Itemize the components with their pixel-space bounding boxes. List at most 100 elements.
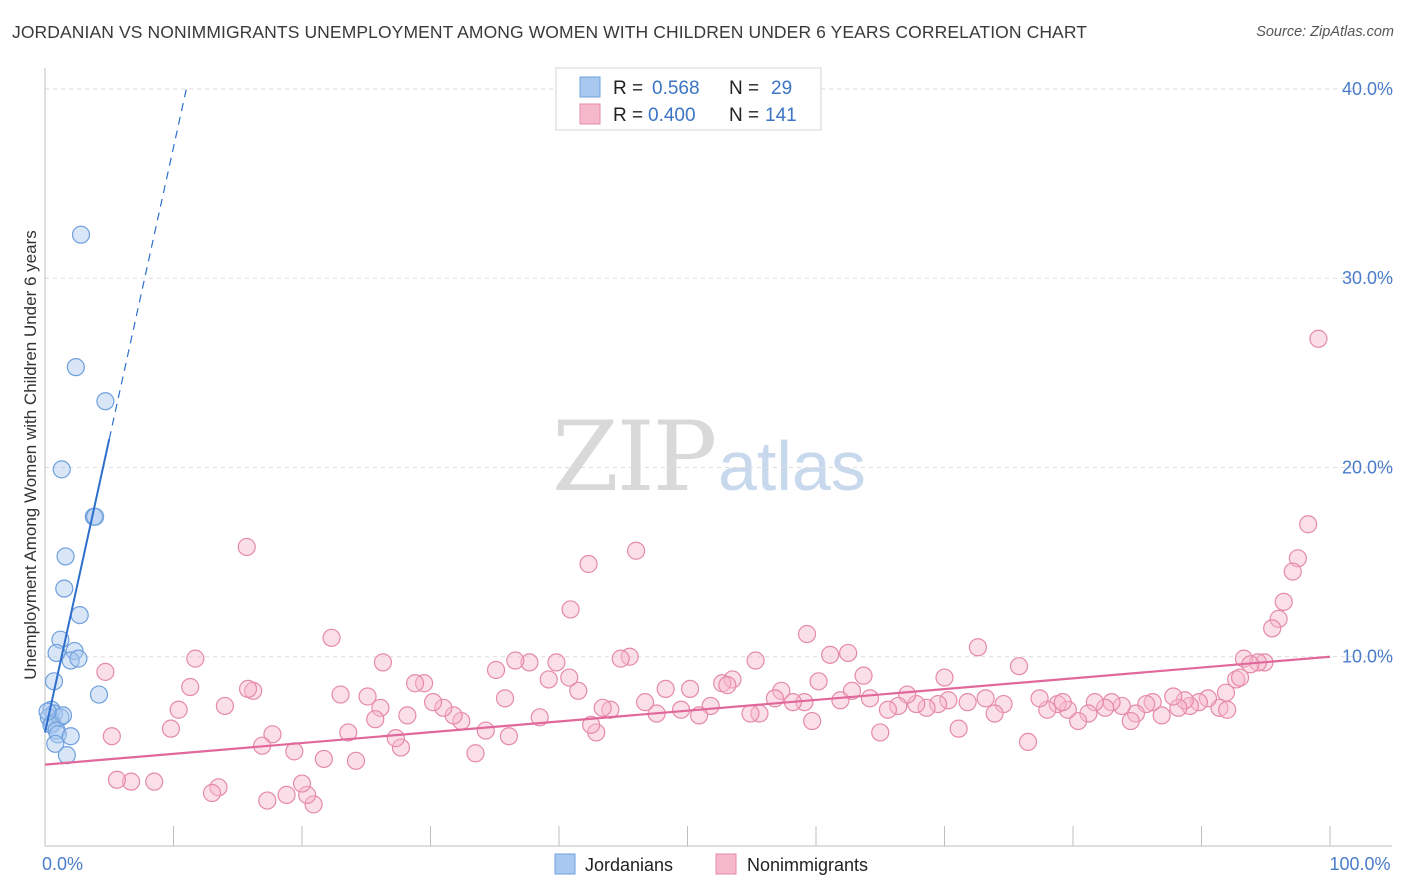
- data-point: [680, 679, 700, 699]
- data-point: [386, 729, 405, 748]
- data-point: [145, 772, 164, 791]
- y-tick-labels: 10.0% 20.0% 30.0% 40.0%: [1342, 79, 1393, 667]
- data-point: [620, 647, 639, 666]
- data-point: [949, 719, 968, 738]
- series-legend: Jordanians Nonimmigrants: [554, 853, 868, 875]
- data-point: [1096, 698, 1115, 717]
- data-point: [741, 704, 760, 723]
- data-point: [723, 670, 742, 689]
- data-point: [878, 700, 898, 719]
- data-point: [1198, 689, 1218, 708]
- data-point: [366, 710, 385, 729]
- series-nonimmigrants-points: [96, 329, 1328, 814]
- data-point: [339, 723, 358, 742]
- legend-n-label: N =: [729, 105, 759, 126]
- data-point: [391, 738, 411, 757]
- data-point: [444, 706, 463, 725]
- legend-n-value: 29: [771, 78, 792, 99]
- data-point: [809, 672, 828, 691]
- data-point: [466, 744, 485, 763]
- data-point: [635, 693, 655, 712]
- y-tick-label: 20.0%: [1342, 457, 1393, 477]
- source-label: Source: ZipAtlas.com: [1256, 24, 1394, 40]
- data-point: [89, 685, 109, 704]
- data-point: [186, 649, 205, 668]
- data-point: [928, 694, 948, 714]
- data-point: [285, 742, 304, 761]
- data-point: [569, 681, 588, 700]
- data-point: [839, 643, 858, 663]
- data-point: [831, 691, 850, 710]
- watermark-atlas: atlas: [718, 427, 866, 505]
- data-point: [1230, 668, 1250, 687]
- data-point: [560, 668, 579, 687]
- series-jordanians-points: [38, 225, 115, 765]
- data-point: [1263, 619, 1282, 638]
- data-point: [373, 653, 393, 672]
- trend-lines: [44, 88, 1331, 766]
- data-point: [1069, 711, 1088, 731]
- data-point: [1152, 706, 1171, 725]
- data-point: [298, 785, 317, 804]
- data-point: [1018, 732, 1038, 752]
- data-point: [96, 392, 115, 411]
- data-point: [486, 660, 506, 680]
- gridlines: [45, 88, 1392, 658]
- x-tick-label: 100.0%: [1329, 854, 1390, 874]
- data-point: [656, 679, 675, 699]
- data-point: [52, 460, 71, 479]
- data-point: [1218, 700, 1237, 719]
- data-point: [939, 691, 958, 710]
- data-point: [1269, 609, 1288, 628]
- legend-n-value: 141: [765, 105, 797, 126]
- data-point: [821, 645, 840, 664]
- data-point: [803, 711, 822, 731]
- legend-swatch-nonimmigrants: [579, 103, 601, 125]
- data-point: [46, 734, 65, 753]
- data-point: [215, 696, 234, 716]
- data-point: [626, 541, 646, 560]
- data-point: [1143, 693, 1162, 712]
- data-point: [1053, 693, 1072, 712]
- data-point: [66, 358, 85, 377]
- y-tick-label: 40.0%: [1342, 79, 1393, 99]
- legend-r-label: R =: [613, 105, 643, 126]
- data-point: [539, 670, 558, 689]
- data-point: [398, 706, 417, 725]
- data-point: [1085, 693, 1104, 712]
- trend-line-jordanians-extension: [108, 88, 187, 440]
- y-tick-label: 10.0%: [1342, 647, 1393, 667]
- y-tick-label: 30.0%: [1342, 268, 1393, 288]
- data-point: [917, 698, 936, 717]
- data-point: [506, 651, 525, 670]
- legend-label-nonimmigrants: Nonimmigrants: [747, 855, 868, 875]
- data-point: [69, 649, 88, 668]
- data-point: [1180, 696, 1200, 716]
- data-point: [611, 649, 630, 668]
- data-point: [314, 749, 333, 769]
- data-point: [976, 689, 995, 708]
- data-point: [520, 653, 539, 672]
- data-point: [593, 698, 612, 717]
- legend-r-label: R =: [613, 78, 643, 99]
- data-point: [96, 662, 115, 681]
- data-point: [358, 687, 377, 706]
- data-point: [579, 554, 598, 574]
- x-tick-label: 0.0%: [42, 854, 83, 874]
- data-point: [304, 795, 323, 814]
- data-point: [582, 715, 601, 734]
- data-point: [495, 689, 515, 708]
- data-point: [476, 721, 495, 740]
- data-point: [1216, 683, 1236, 702]
- data-point: [102, 727, 121, 746]
- data-point: [322, 628, 341, 647]
- data-point: [55, 579, 74, 598]
- data-point: [1169, 698, 1188, 717]
- data-point: [1189, 693, 1209, 712]
- data-point: [86, 507, 105, 526]
- trend-line-nonimmigrants: [44, 655, 1331, 766]
- data-point: [107, 770, 127, 789]
- data-point: [61, 727, 80, 746]
- data-point: [935, 668, 954, 687]
